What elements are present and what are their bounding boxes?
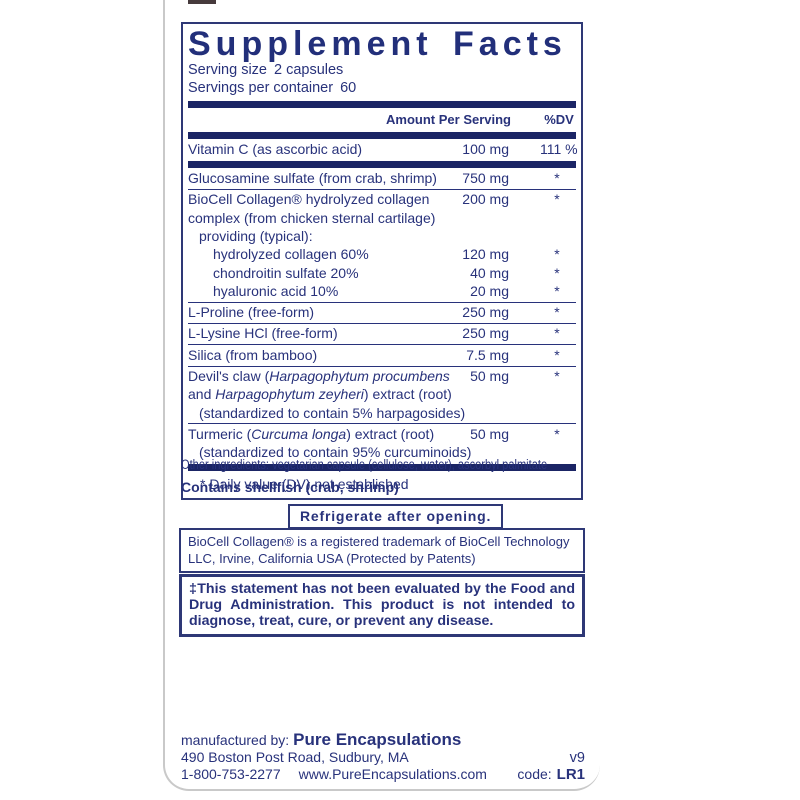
row-separator xyxy=(188,365,576,367)
refrigerate-notice: Refrigerate after opening. xyxy=(288,504,504,529)
trademark-notice: BioCell Collagen® is a registered tradem… xyxy=(179,528,585,573)
ingredient-name: (standardized to contain 95% curcuminoid… xyxy=(199,444,472,461)
amount-value: 250 mg xyxy=(462,304,509,321)
dv-header: %DV xyxy=(544,112,574,127)
version-text: v9 xyxy=(569,750,585,766)
row-separator xyxy=(188,323,576,325)
facts-row-line: BioCell Collagen® hydrolyzed collagen 200… xyxy=(188,191,576,209)
manufacturer-name: Pure Encapsulations xyxy=(293,730,462,749)
facts-row-line: chondroitin sulfate 20% 40 mg * xyxy=(188,264,576,282)
amount-value: 120 mg xyxy=(462,246,509,263)
fda-disclaimer: ‡This statement has not been evaluated b… xyxy=(179,574,585,637)
amount-per-serving-header: Amount Per Serving xyxy=(386,112,511,127)
website-url: www.PureEncapsulations.com xyxy=(298,765,487,782)
code-label: code: xyxy=(517,765,552,782)
code-value: LR1 xyxy=(556,765,585,783)
dv-value: * xyxy=(554,191,560,208)
facts-row-line: hyaluronic acid 10% 20 mg * xyxy=(188,282,576,300)
amount-value: 50 mg xyxy=(470,425,509,442)
ingredient-name: providing (typical): xyxy=(199,228,313,245)
facts-title: Supplement Facts xyxy=(188,25,567,63)
supplement-facts-panel: Supplement Facts Serving size 2 capsules … xyxy=(181,22,583,500)
ingredient-name: Devil's claw (Harpagophytum procumbens xyxy=(188,367,450,384)
dv-value: * xyxy=(554,282,560,299)
serving-size-value: 2 capsules xyxy=(273,62,344,78)
thick-bar xyxy=(188,160,576,168)
facts-row-line: providing (typical): xyxy=(188,228,576,246)
facts-row-line: (standardized to contain 95% curcuminoid… xyxy=(188,444,576,462)
facts-row-line: Vitamin C (as ascorbic acid) 100 mg 111 % xyxy=(188,140,578,159)
servings-value: 60 xyxy=(340,79,357,96)
thick-bar xyxy=(188,464,576,471)
facts-row-line: Glucosamine sulfate (from crab, shrimp) 7… xyxy=(188,170,576,188)
row-separator xyxy=(188,189,576,191)
serving-size-label: Serving size xyxy=(188,62,267,78)
facts-row-line: L-Proline (free-form) 250 mg * xyxy=(188,304,576,322)
amount-value: 50 mg xyxy=(470,367,509,384)
address-line: 490 Boston Post Road, Sudbury, MA v9 xyxy=(181,750,585,766)
ingredient-name: (standardized to contain 5% harpagosides… xyxy=(199,404,466,421)
ingredient-name: Vitamin C (as ascorbic acid) xyxy=(188,140,363,157)
facts-column-header: Amount Per Serving %DV xyxy=(188,110,576,130)
row-separator xyxy=(188,344,576,346)
amount-value: 20 mg xyxy=(470,282,509,299)
dv-value: * xyxy=(554,367,560,384)
dv-value: * xyxy=(554,264,560,281)
amount-value: 100 mg xyxy=(462,140,509,157)
thick-bar xyxy=(188,131,576,139)
contact-line: 1-800-753-2277 www.PureEncapsulations.co… xyxy=(181,765,585,783)
ingredient-name: and Harpagophytum zeyheri) extract (root… xyxy=(188,386,452,403)
facts-row-line: complex (from chicken sternal cartilage) xyxy=(188,209,576,227)
thick-bar xyxy=(188,101,576,108)
amount-value: 200 mg xyxy=(462,191,509,208)
dv-value: * xyxy=(554,425,560,442)
ingredient-name: hyaluronic acid 10% xyxy=(213,282,339,299)
ingredient-name: L-Lysine HCl (free-form) xyxy=(188,325,338,342)
facts-row-line: L-Lysine HCl (free-form) 250 mg * xyxy=(188,325,576,343)
dv-value: * xyxy=(554,346,560,363)
dv-value: * xyxy=(554,170,560,187)
amount-value: 40 mg xyxy=(470,264,509,281)
serving-size-line: Serving size 2 capsules xyxy=(188,62,576,80)
servings-per-container-line: Servings per container 60 xyxy=(188,80,576,98)
facts-row-line: Silica (from bamboo) 7.5 mg * xyxy=(188,346,576,364)
manufacturer-block: manufactured by: Pure Encapsulations 490 … xyxy=(181,731,585,782)
amount-value: 250 mg xyxy=(462,325,509,342)
ingredient-name: complex (from chicken sternal cartilage) xyxy=(188,209,436,226)
dv-value: * xyxy=(554,325,560,342)
facts-row-line: hydrolyzed collagen 60% 120 mg * xyxy=(188,246,576,264)
ingredient-name: hydrolyzed collagen 60% xyxy=(213,246,369,263)
amount-value: 750 mg xyxy=(462,170,509,187)
address-text: 490 Boston Post Road, Sudbury, MA xyxy=(181,749,409,765)
trademark-line-2: LLC, Irvine, California USA (Protected b… xyxy=(188,551,476,566)
ingredient-name: Glucosamine sulfate (from crab, shrimp) xyxy=(188,170,437,187)
phone-number: 1-800-753-2277 xyxy=(181,765,281,782)
trademark-line-1: BioCell Collagen® is a registered tradem… xyxy=(188,534,570,549)
row-separator xyxy=(188,301,576,303)
amount-value: 7.5 mg xyxy=(466,346,509,363)
ingredient-name: Silica (from bamboo) xyxy=(188,346,318,363)
other-ingredients-text: Other ingredients: vegetarian capsule (c… xyxy=(181,457,548,472)
row-separator xyxy=(188,423,576,425)
ingredient-name: BioCell Collagen® hydrolyzed collagen xyxy=(188,191,430,208)
ingredient-name: L-Proline (free-form) xyxy=(188,304,315,321)
ingredient-name: Turmeric (Curcuma longa) extract (root) xyxy=(188,425,435,442)
crop-mark xyxy=(188,0,216,4)
label-die-cut-edge xyxy=(163,0,600,791)
facts-rows: Vitamin C (as ascorbic acid) 100 mg 111 % G… xyxy=(188,140,578,471)
ingredient-name: chondroitin sulfate 20% xyxy=(213,264,359,281)
dv-footnote: * Daily value (DV) not established xyxy=(200,476,409,492)
manufactured-by-label: manufactured by: xyxy=(181,732,290,748)
dv-value: * xyxy=(554,304,560,321)
manufactured-by-line: manufactured by: Pure Encapsulations xyxy=(181,731,585,749)
servings-label: Servings per container xyxy=(188,79,334,96)
dv-value: 111 % xyxy=(540,140,578,157)
facts-row-line: Devil's claw (Harpagophytum procumbens 50… xyxy=(188,368,576,386)
allergen-statement: Contains shellfish (crab, shrimp) xyxy=(181,479,399,495)
facts-row-line: Turmeric (Curcuma longa) extract (root) 5… xyxy=(188,425,576,443)
facts-row-line: and Harpagophytum zeyheri) extract (root… xyxy=(188,386,576,404)
facts-row-line: (standardized to contain 5% harpagosides… xyxy=(188,404,576,422)
dv-value: * xyxy=(554,246,560,263)
